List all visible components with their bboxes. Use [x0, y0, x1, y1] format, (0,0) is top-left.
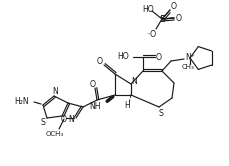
Text: N: N — [131, 77, 136, 85]
Text: NH: NH — [89, 101, 101, 111]
Text: HO: HO — [142, 4, 153, 13]
Text: S: S — [158, 109, 163, 118]
Text: O: O — [175, 13, 181, 23]
Text: O: O — [90, 80, 95, 88]
Text: S: S — [40, 118, 45, 126]
Text: S: S — [158, 14, 164, 24]
Text: O: O — [155, 52, 161, 61]
Text: O: O — [170, 1, 176, 10]
Text: S: S — [158, 14, 164, 24]
Text: H: H — [124, 100, 129, 110]
Text: O: O — [61, 115, 67, 124]
Text: N: N — [68, 115, 74, 124]
Text: CH₃: CH₃ — [181, 64, 194, 70]
Text: N⁺: N⁺ — [184, 52, 194, 61]
Text: H₂N: H₂N — [14, 96, 29, 106]
Text: ⁻O: ⁻O — [146, 30, 156, 39]
Text: O: O — [97, 56, 103, 66]
Text: HO: HO — [117, 51, 128, 60]
Text: OCH₃: OCH₃ — [46, 131, 64, 137]
Text: N: N — [52, 86, 58, 95]
